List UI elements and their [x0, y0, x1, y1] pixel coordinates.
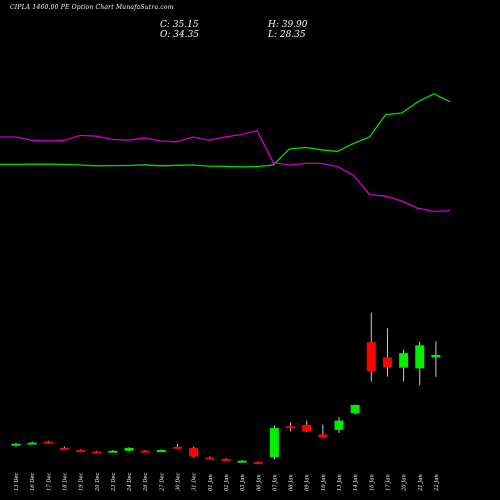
candle-body	[366, 342, 376, 372]
x-tick-label: 16 Dec	[30, 473, 36, 491]
candle-body	[140, 450, 150, 453]
x-tick-label: 13 Dec	[14, 473, 20, 491]
x-tick-label: 30 Dec	[176, 473, 182, 491]
candle-body	[76, 450, 86, 453]
candle	[399, 349, 409, 382]
candle-body	[318, 434, 328, 438]
candle	[11, 443, 21, 447]
candle	[76, 449, 86, 453]
candle	[59, 446, 69, 450]
candle	[334, 417, 344, 433]
candle	[415, 341, 425, 386]
candle	[140, 450, 150, 453]
high-value: H: 39.90	[268, 20, 308, 30]
candle-body	[286, 426, 296, 429]
candle	[124, 447, 134, 452]
candle	[205, 456, 215, 460]
x-tick-label: 17 Jan	[385, 474, 391, 491]
indicator-lines	[0, 93, 451, 213]
candle-body	[334, 420, 344, 430]
candles-group	[11, 312, 441, 465]
x-tick-label: 22 Jan	[434, 474, 440, 492]
candle-body	[382, 357, 392, 368]
candle-body	[431, 354, 441, 358]
candle-body	[108, 450, 118, 453]
candle-body	[11, 443, 21, 446]
candle-body	[399, 353, 409, 368]
x-tick-label: 24 Dec	[127, 473, 133, 492]
candle-body	[59, 447, 69, 450]
x-tick-label: 03 Jan	[240, 474, 246, 491]
candle	[237, 459, 247, 463]
x-tick-label: 16 Jan	[369, 474, 375, 491]
candle-body	[189, 447, 199, 457]
candle	[156, 449, 166, 453]
candle-body	[350, 404, 360, 414]
candle	[173, 444, 182, 449]
indicator-line-2	[0, 129, 451, 213]
candle	[221, 458, 231, 461]
candle-body	[415, 345, 425, 369]
candle	[302, 420, 312, 433]
candle-body	[92, 451, 102, 454]
x-tick-label: 20 Jan	[402, 474, 408, 492]
low-value: L: 28.35	[268, 30, 306, 40]
x-tick-label: 09 Jan	[305, 474, 311, 491]
x-tick-label: 07 Jan	[272, 474, 278, 491]
candle	[269, 425, 279, 460]
candle	[189, 446, 199, 458]
candle	[318, 424, 328, 438]
indicator-line-1	[0, 93, 451, 168]
candle-body	[124, 447, 134, 451]
candle	[92, 450, 102, 454]
candle-body	[173, 446, 182, 449]
x-tick-label: 23 Dec	[111, 473, 117, 492]
candle	[27, 441, 37, 445]
candle-body	[237, 460, 247, 463]
candle	[350, 404, 360, 415]
x-tick-label: 26 Dec	[143, 473, 149, 492]
candle	[108, 450, 118, 453]
candle-body	[269, 428, 279, 458]
x-tick-label: 01 Jan	[208, 474, 214, 491]
candle-body	[205, 457, 215, 460]
candle	[366, 312, 376, 382]
candle	[253, 461, 263, 465]
candle-body	[221, 458, 231, 461]
x-tick-label: 21 Jan	[418, 474, 424, 492]
x-tick-label: 13 Jan	[337, 474, 343, 491]
chart-title: CIPLA 1460.00 PE Option Chart MunafaSutr…	[10, 4, 174, 11]
candle-body	[253, 462, 263, 465]
candle-body	[302, 424, 312, 432]
x-tick-label: 10 Jan	[321, 474, 327, 491]
x-tick-label: 14 Jan	[353, 474, 359, 491]
x-tick-label: 31 Dec	[192, 473, 198, 491]
x-tick-label: 17 Dec	[46, 473, 52, 491]
candle-body	[156, 450, 166, 453]
candle	[431, 341, 441, 377]
candle	[43, 440, 53, 445]
open-value: O: 34.35	[160, 30, 200, 40]
candle-body	[43, 441, 53, 444]
x-tick-label: 19 Dec	[79, 473, 85, 491]
x-tick-label: 08 Jan	[289, 474, 295, 491]
candle	[382, 328, 392, 377]
x-tick-label: 27 Dec	[159, 473, 165, 492]
x-tick-label: 06 Jan	[256, 474, 262, 491]
x-tick-label: 20 Dec	[95, 473, 101, 492]
x-tick-label: 02 Jan	[224, 474, 230, 491]
candle-body	[27, 442, 37, 445]
x-axis-labels: 13 Dec 16 Dec 17 Dec 18 Dec 19 Dec 20 Dec 23 D…	[14, 473, 440, 492]
candle	[286, 422, 296, 432]
close-value: C: 35.15	[160, 20, 199, 30]
x-tick-label: 18 Dec	[62, 473, 68, 491]
